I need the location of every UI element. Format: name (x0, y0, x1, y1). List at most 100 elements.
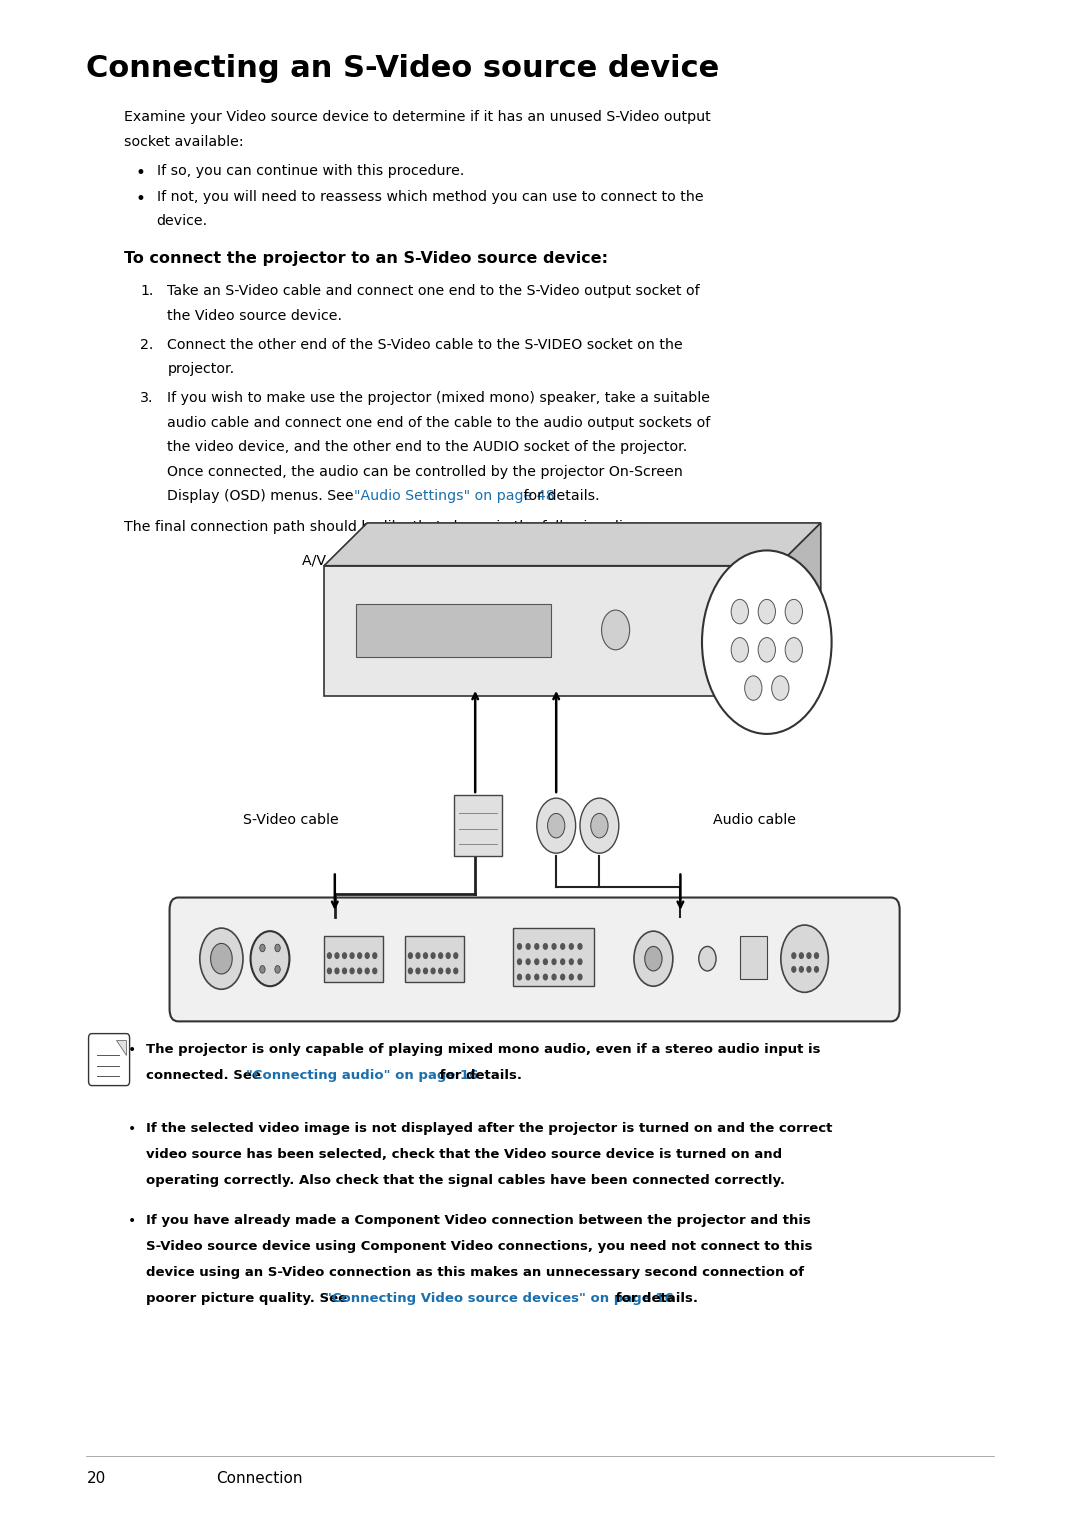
Text: audio cable and connect one end of the cable to the audio output sockets of: audio cable and connect one end of the c… (167, 416, 711, 430)
Circle shape (758, 599, 775, 624)
Circle shape (517, 974, 522, 980)
Circle shape (702, 550, 832, 734)
Circle shape (561, 959, 565, 965)
Circle shape (365, 953, 369, 959)
Circle shape (814, 953, 819, 959)
Circle shape (535, 959, 539, 965)
Circle shape (454, 968, 458, 974)
Circle shape (438, 953, 443, 959)
Circle shape (543, 943, 548, 950)
Circle shape (537, 798, 576, 853)
FancyBboxPatch shape (324, 566, 778, 696)
Circle shape (552, 959, 556, 965)
Polygon shape (324, 523, 821, 566)
Text: D-SUB OUT: D-SUB OUT (313, 1012, 356, 1021)
Circle shape (327, 968, 332, 974)
Text: The projector is only capable of playing mixed mono audio, even if a stereo audi: The projector is only capable of playing… (146, 1043, 821, 1057)
Circle shape (543, 974, 548, 980)
Circle shape (578, 974, 582, 980)
Circle shape (731, 599, 748, 624)
Circle shape (260, 943, 266, 951)
Circle shape (781, 925, 828, 992)
Text: poorer picture quality. See: poorer picture quality. See (146, 1292, 352, 1306)
Circle shape (758, 638, 775, 662)
Circle shape (591, 813, 608, 838)
Text: If so, you can continue with this procedure.: If so, you can continue with this proced… (157, 164, 464, 177)
Text: S-Video source device using Component Video connections, you need not connect to: S-Video source device using Component Vi… (146, 1240, 812, 1254)
FancyBboxPatch shape (324, 936, 383, 982)
Circle shape (785, 638, 802, 662)
Text: D-SUB/COMP.IN: D-SUB/COMP.IN (384, 1012, 443, 1021)
Circle shape (431, 968, 435, 974)
Text: RS-232: RS-232 (774, 1012, 802, 1021)
Polygon shape (778, 523, 821, 696)
Text: If the selected video image is not displayed after the projector is turned on an: If the selected video image is not displ… (146, 1122, 833, 1136)
Circle shape (543, 959, 548, 965)
Text: "Connecting Video source devices" on page 16: "Connecting Video source devices" on pag… (325, 1292, 674, 1306)
Text: Connection: Connection (216, 1471, 302, 1486)
Text: Once connected, the audio can be controlled by the projector On-Screen: Once connected, the audio can be control… (167, 465, 684, 479)
Circle shape (569, 974, 573, 980)
Circle shape (373, 968, 377, 974)
Circle shape (578, 959, 582, 965)
Circle shape (454, 953, 458, 959)
Circle shape (260, 966, 266, 972)
Circle shape (578, 943, 582, 950)
Circle shape (416, 953, 420, 959)
Text: If not, you will need to reassess which method you can use to connect to the: If not, you will need to reassess which … (157, 190, 703, 203)
Circle shape (634, 931, 673, 986)
Circle shape (423, 968, 428, 974)
Text: Audio cable: Audio cable (713, 813, 796, 827)
Circle shape (342, 953, 347, 959)
Text: Take an S-Video cable and connect one end to the S-Video output socket of: Take an S-Video cable and connect one en… (167, 284, 700, 298)
Text: 12V: 12V (692, 1012, 707, 1021)
Circle shape (602, 610, 630, 650)
Text: DVI: DVI (528, 1012, 541, 1021)
FancyBboxPatch shape (513, 928, 594, 986)
Circle shape (416, 968, 420, 974)
Circle shape (526, 974, 530, 980)
Circle shape (438, 968, 443, 974)
Circle shape (535, 943, 539, 950)
FancyBboxPatch shape (170, 898, 900, 1021)
Polygon shape (116, 1040, 126, 1055)
Circle shape (699, 946, 716, 971)
Circle shape (526, 943, 530, 950)
Circle shape (446, 968, 450, 974)
Text: connected. See: connected. See (146, 1069, 266, 1083)
Text: the Video source device.: the Video source device. (167, 309, 342, 323)
Circle shape (792, 953, 796, 959)
Text: •: • (127, 1043, 136, 1057)
Circle shape (431, 953, 435, 959)
Circle shape (731, 638, 748, 662)
Circle shape (552, 943, 556, 950)
Text: the video device, and the other end to the AUDIO socket of the projector.: the video device, and the other end to t… (167, 440, 688, 454)
Circle shape (251, 931, 289, 986)
Circle shape (799, 966, 804, 972)
FancyBboxPatch shape (740, 936, 767, 979)
FancyBboxPatch shape (89, 1034, 130, 1086)
Text: To connect the projector to an S-Video source device:: To connect the projector to an S-Video s… (124, 251, 608, 266)
Circle shape (350, 968, 354, 974)
Text: for details.: for details. (519, 489, 600, 503)
Text: AUDIO: AUDIO (627, 1012, 651, 1021)
Text: "Audio Settings" on page 48: "Audio Settings" on page 48 (354, 489, 555, 503)
Circle shape (807, 953, 811, 959)
Circle shape (357, 953, 362, 959)
Circle shape (799, 953, 804, 959)
Circle shape (526, 959, 530, 965)
Text: 1.: 1. (140, 284, 153, 298)
Circle shape (580, 798, 619, 853)
Text: If you wish to make use the projector (mixed mono) speaker, take a suitable: If you wish to make use the projector (m… (167, 391, 711, 405)
Circle shape (200, 928, 243, 989)
Text: Connecting an S-Video source device: Connecting an S-Video source device (86, 54, 719, 83)
Text: If you have already made a Component Video connection between the projector and : If you have already made a Component Vid… (146, 1214, 811, 1228)
Circle shape (274, 943, 281, 951)
Text: Connect the other end of the S-Video cable to the S-VIDEO socket on the: Connect the other end of the S-Video cab… (167, 338, 684, 352)
Text: •: • (127, 1122, 136, 1136)
Text: Display (OSD) menus. See: Display (OSD) menus. See (167, 489, 359, 503)
Circle shape (335, 953, 339, 959)
FancyBboxPatch shape (356, 604, 551, 657)
Circle shape (357, 968, 362, 974)
Circle shape (517, 959, 522, 965)
